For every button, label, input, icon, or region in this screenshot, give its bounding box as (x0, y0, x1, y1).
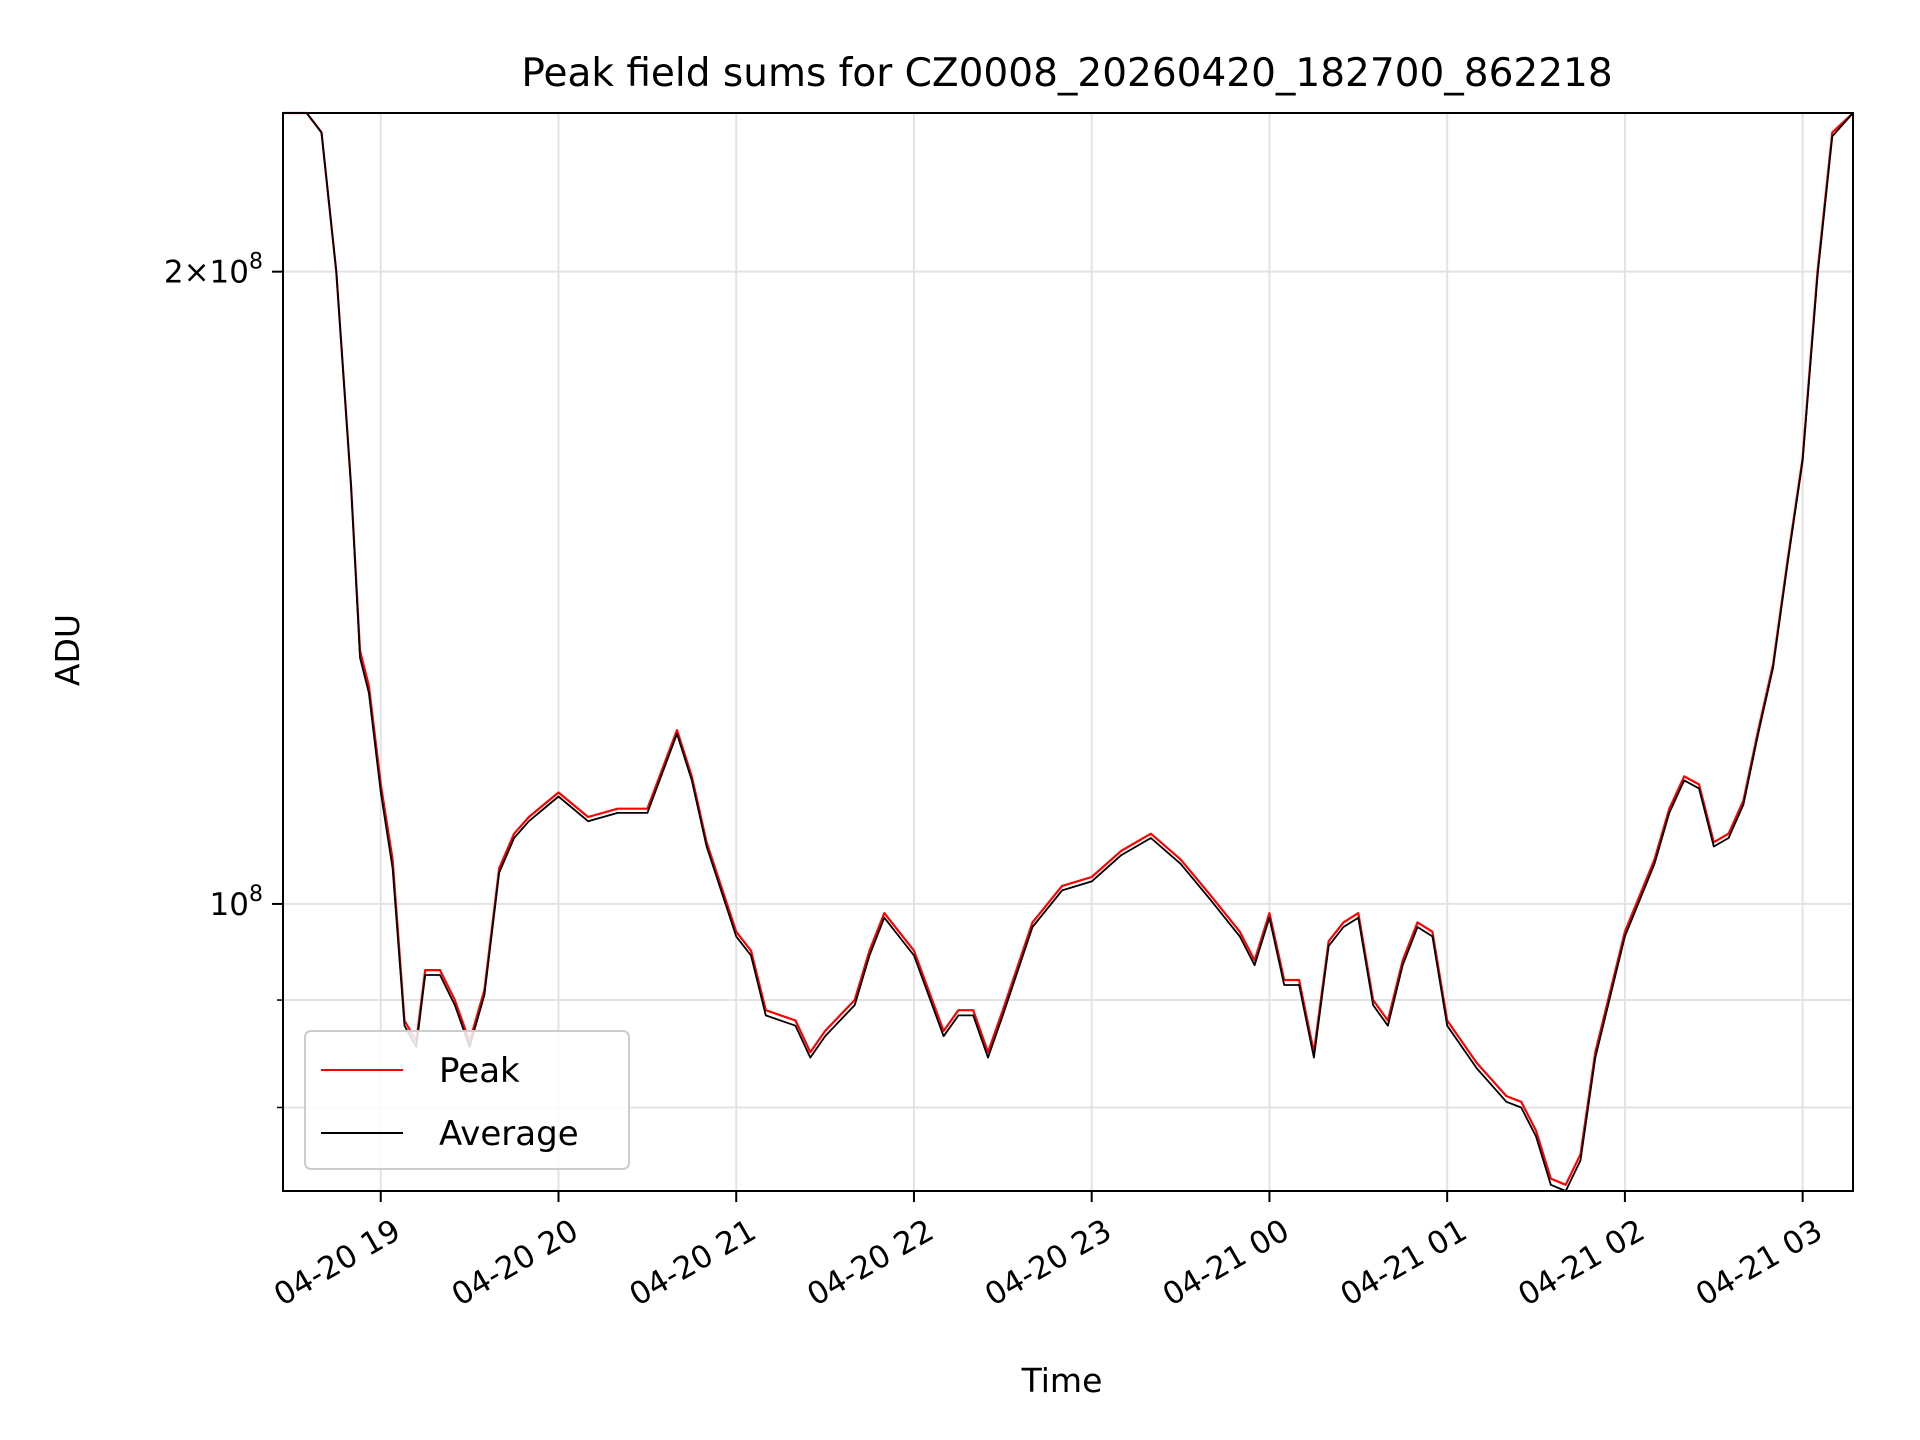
y-axis-label: ADU (48, 614, 87, 686)
x-axis-label: Time (1021, 1361, 1103, 1400)
legend-label-peak: Peak (439, 1051, 520, 1091)
y-tick-label: 2×108 (164, 250, 263, 291)
legend-label-average: Average (439, 1114, 579, 1154)
plot-frame (282, 112, 1854, 1192)
legend (304, 1030, 630, 1170)
chart-title: Peak field sums for CZ0008_20260420_1827… (521, 51, 1612, 96)
